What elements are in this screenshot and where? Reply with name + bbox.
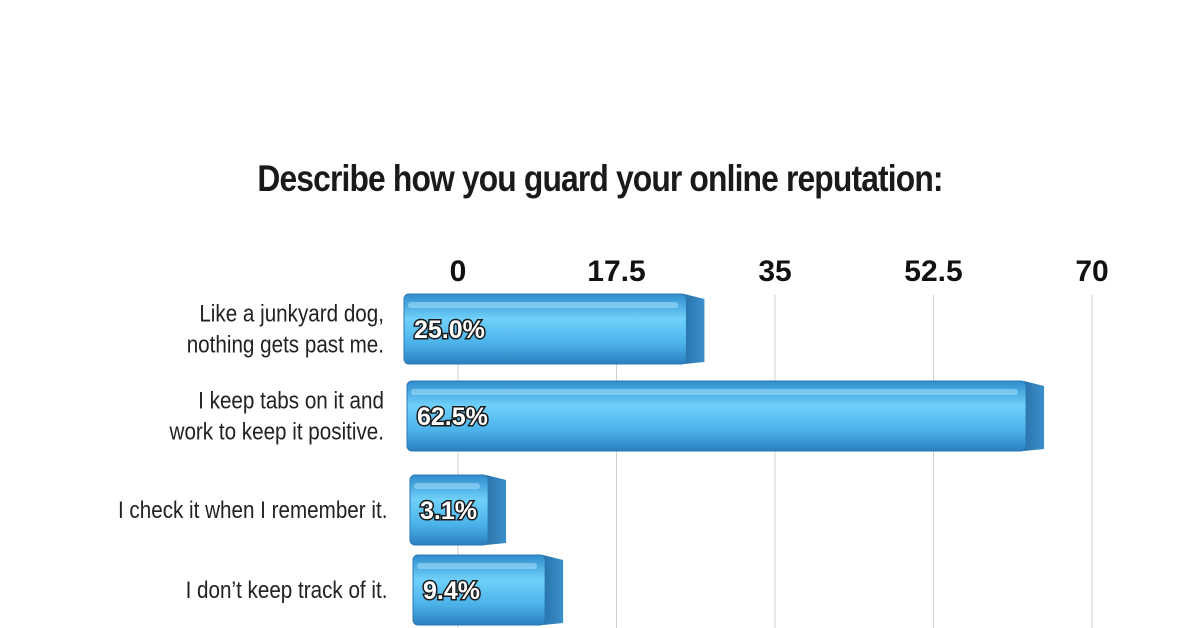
- x-tick-label: 70: [1075, 255, 1108, 288]
- bar-highlight: [417, 563, 538, 569]
- bars: [403, 293, 1045, 626]
- x-tick-label: 35: [758, 255, 791, 288]
- category-label: work to keep it positive.: [169, 418, 384, 445]
- data-label: 9.4%: [423, 577, 480, 605]
- data-label: 62.5%: [417, 403, 488, 431]
- category-labels: Like a junkyard dog, nothing gets past me…: [118, 300, 387, 603]
- data-label: 3.1%: [420, 497, 477, 525]
- bar-front-face: [403, 293, 687, 365]
- category-label: I check it when I remember it.: [118, 497, 387, 524]
- bar-front-face: [409, 474, 489, 546]
- bar-end-face: [543, 555, 564, 625]
- category-label: Like a junkyard dog,: [199, 300, 384, 327]
- data-labels: 25.0% 62.5% 3.1% 9.4%: [413, 315, 490, 607]
- bar-end-face: [684, 294, 705, 364]
- chart-title: Describe how you guard your online reput…: [257, 158, 943, 199]
- bar-highlight: [411, 389, 1019, 395]
- bar-front-face: [406, 380, 1027, 452]
- category-label: I keep tabs on it and: [198, 387, 384, 414]
- x-tick-label: 17.5: [587, 255, 645, 288]
- x-tick-label: 52.5: [904, 255, 962, 288]
- x-tick-label: 0: [450, 255, 467, 288]
- category-label: nothing gets past me.: [187, 331, 384, 358]
- category-label: I don’t keep track of it.: [186, 577, 388, 604]
- bar-end-face: [486, 475, 507, 545]
- bar: [406, 380, 1045, 452]
- bar-front-face: [412, 554, 546, 626]
- bar-highlight: [408, 302, 679, 308]
- x-axis-ticks: 0 17.5 35 52.5 70: [450, 255, 1109, 288]
- bar: [412, 554, 564, 626]
- bar-highlight: [414, 483, 481, 489]
- bar-end-face: [1024, 381, 1045, 451]
- bar: [403, 293, 705, 365]
- data-label: 25.0%: [414, 316, 485, 344]
- bar: [409, 474, 507, 546]
